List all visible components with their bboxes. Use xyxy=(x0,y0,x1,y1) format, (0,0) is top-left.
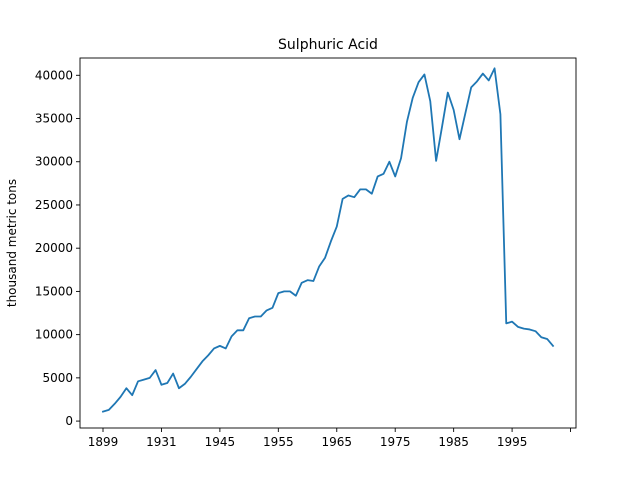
y-tick-label: 35000 xyxy=(35,112,73,126)
x-tick-label: 1931 xyxy=(146,435,177,449)
x-tick-label: 1899 xyxy=(88,435,119,449)
x-tick-label: 1945 xyxy=(205,435,236,449)
y-tick-label: 15000 xyxy=(35,284,73,298)
y-tick-label: 5000 xyxy=(42,371,73,385)
x-tick-label: 1965 xyxy=(321,435,352,449)
y-tick-label: 20000 xyxy=(35,241,73,255)
y-axis-label: thousand metric tons xyxy=(5,179,19,307)
x-tick-label: 1955 xyxy=(263,435,294,449)
series-line xyxy=(101,67,555,413)
x-tick-label: 1975 xyxy=(380,435,411,449)
x-tick-label: 1985 xyxy=(438,435,469,449)
y-tick-label: 25000 xyxy=(35,198,73,212)
x-axis-ticks: 1899 1931 1945 1955 1965 1975 1985 1995 xyxy=(88,428,571,449)
y-tick-label: 30000 xyxy=(35,155,73,169)
plot-frame xyxy=(79,57,577,429)
y-tick-label: 10000 xyxy=(35,328,73,342)
y-axis-ticks: 0 5000 10000 15000 20000 25000 30000 35000 40000 xyxy=(35,68,80,428)
x-tick-label: 1995 xyxy=(497,435,528,449)
y-tick-label: 0 xyxy=(65,414,73,428)
chart-title: Sulphuric Acid xyxy=(278,37,378,53)
y-tick-label: 40000 xyxy=(35,68,73,82)
plot-background xyxy=(80,58,576,428)
